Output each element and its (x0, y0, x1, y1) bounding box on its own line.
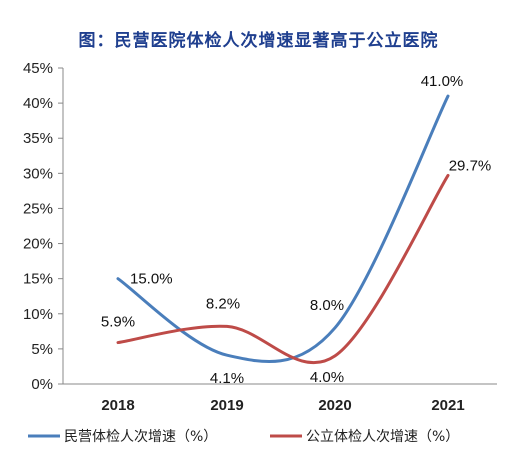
data-label: 29.7% (449, 157, 492, 174)
y-tick-label: 5% (31, 341, 53, 358)
y-tick-label: 10% (23, 306, 53, 323)
data-label: 4.0% (310, 369, 344, 386)
data-label: 5.9% (101, 314, 135, 331)
series-layer (116, 94, 450, 365)
legend: 民营体检人次增速（%） 公立体检人次增速（%） (28, 429, 459, 445)
y-tick-label: 45% (23, 60, 53, 77)
y-tick-label: 15% (23, 271, 53, 288)
data-label: 41.0% (421, 73, 464, 90)
y-tick-label: 35% (23, 130, 53, 147)
series-line-private (116, 94, 450, 364)
data-label: 4.1% (210, 370, 244, 387)
x-tick-label: 2020 (318, 397, 351, 414)
data-labels: 15.0% 4.1% 8.0% 41.0% 5.9% 8.2% 4.0% 29.7% (101, 73, 491, 387)
y-tick-label: 25% (23, 200, 53, 217)
y-tick-label: 0% (31, 376, 53, 393)
y-tick-label: 30% (23, 165, 53, 182)
series-line-public (116, 173, 450, 365)
legend-label: 民营体检人次增速（%） (64, 429, 217, 445)
y-tick-label: 40% (23, 95, 53, 112)
x-tick-label: 2018 (101, 397, 134, 414)
chart-title: 图：民营医院体检人次增速显著高于公立医院 (78, 31, 439, 51)
data-label: 15.0% (130, 271, 173, 288)
data-label: 8.0% (310, 297, 344, 314)
data-label: 8.2% (206, 295, 240, 312)
legend-label: 公立体检人次增速（%） (306, 429, 459, 445)
x-tick-label: 2019 (210, 397, 243, 414)
y-tick-label: 20% (23, 236, 53, 253)
chart-axes: 0% 5% 10% 15% 20% 25% 30% 35% 40% 45% 2018 2019 2020… (23, 60, 497, 414)
x-tick-label: 2021 (431, 397, 464, 414)
